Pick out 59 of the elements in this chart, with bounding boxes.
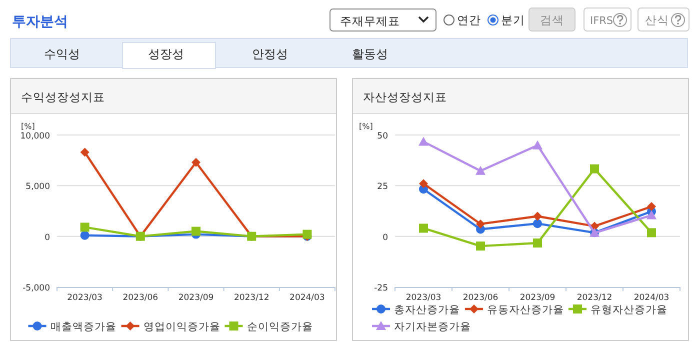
point bbox=[533, 238, 542, 248]
text: 투자분석 bbox=[12, 14, 68, 30]
x-tick-label: 2024/03 bbox=[290, 293, 325, 303]
point bbox=[192, 226, 200, 236]
legend-label: 영업이익증가율 bbox=[143, 321, 220, 333]
chart-title: 자산성장성지표 bbox=[363, 90, 447, 104]
text: 주재무제표 bbox=[340, 14, 400, 28]
text: 산식 bbox=[645, 13, 669, 27]
point bbox=[646, 210, 656, 220]
point bbox=[418, 136, 428, 146]
y-axis-title: [%] bbox=[21, 122, 35, 131]
y-tick-label: 0 bbox=[382, 232, 388, 243]
point bbox=[590, 164, 599, 174]
point bbox=[647, 228, 656, 238]
text: 안정성 bbox=[252, 47, 288, 61]
legend-label: 매출액증가율 bbox=[50, 321, 116, 333]
chart-title: 수익성장성지표 bbox=[21, 90, 105, 104]
point bbox=[80, 222, 90, 232]
point bbox=[647, 202, 656, 212]
y-tick-label: 10,000 bbox=[20, 132, 50, 142]
text: 분기 bbox=[501, 13, 525, 27]
text: 검색 bbox=[540, 13, 564, 27]
x-tick-label: 2023/03 bbox=[67, 293, 102, 303]
point bbox=[419, 224, 428, 233]
point bbox=[476, 166, 486, 175]
x-tick-label: 2023/06 bbox=[122, 293, 158, 303]
legend-label: 유동자산증가율 bbox=[487, 304, 564, 316]
text: IFRS bbox=[590, 15, 614, 27]
point bbox=[533, 219, 542, 228]
text: 연간 bbox=[457, 13, 481, 27]
y-tick-label: -5,000 bbox=[22, 284, 50, 294]
y-axis-title: [%] bbox=[359, 122, 373, 131]
x-tick-label: 2023/09 bbox=[178, 293, 214, 303]
legend-label: 유형자산증가율 bbox=[590, 304, 668, 316]
y-tick-label: 0 bbox=[44, 232, 50, 243]
legend-label: 순이익증가율 bbox=[246, 321, 313, 333]
y-tick-label: -25 bbox=[374, 284, 388, 294]
legend-label: 자기자본증가율 bbox=[394, 321, 471, 333]
legend-label: 총자산증가율 bbox=[394, 304, 460, 316]
point bbox=[476, 219, 485, 228]
text: 활동성 bbox=[352, 47, 388, 61]
y-tick-label: 5,000 bbox=[26, 182, 50, 192]
y-tick-label: 50 bbox=[377, 132, 388, 142]
point bbox=[476, 242, 485, 251]
point bbox=[80, 148, 90, 157]
x-tick-label: 2023/12 bbox=[576, 293, 612, 303]
point bbox=[80, 230, 90, 240]
x-tick-label: 2023/03 bbox=[406, 293, 442, 303]
point bbox=[533, 212, 542, 221]
y-tick-label: 25 bbox=[377, 182, 388, 192]
x-tick-label: 2023/09 bbox=[520, 293, 556, 303]
point bbox=[192, 158, 200, 167]
point bbox=[532, 140, 542, 150]
x-tick-label: 2023/06 bbox=[462, 293, 498, 303]
point bbox=[419, 179, 428, 188]
text: 수익성 bbox=[44, 47, 80, 61]
x-tick-label: 2024/03 bbox=[634, 293, 670, 303]
text: 성장성 bbox=[148, 47, 184, 61]
x-tick-label: 2023/12 bbox=[234, 293, 270, 303]
